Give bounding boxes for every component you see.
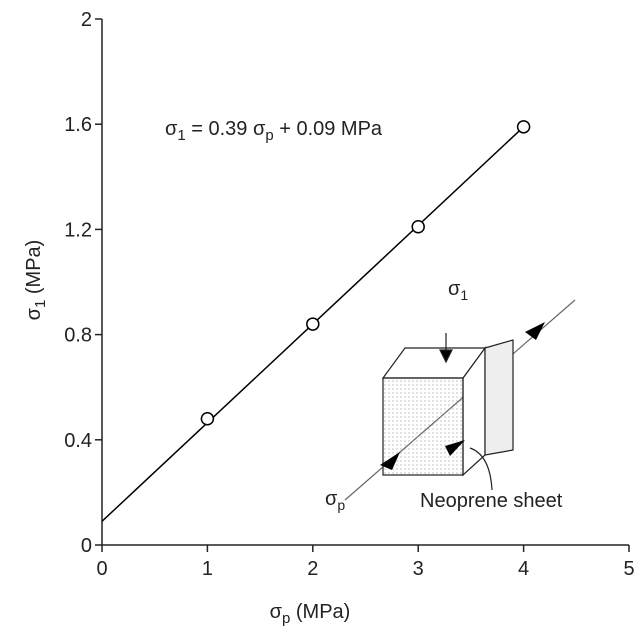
specimen-diagram: σ1 σp Neoprene sheet (325, 278, 576, 513)
material-label: Neoprene sheet (420, 490, 563, 512)
data-point (516, 120, 531, 134)
data-point (306, 317, 320, 331)
y-tick-label: 1.6 (64, 114, 92, 136)
x-tick-label: 0 (96, 558, 107, 580)
y-axis-label: σ1 (MPa) (23, 240, 49, 321)
side-load-label: σp (325, 488, 345, 513)
y-tick-label: 0 (81, 535, 92, 557)
load-label: σ1 (448, 278, 468, 303)
data-point (200, 412, 215, 426)
x-tick-label: 2 (307, 558, 318, 580)
x-tick-label: 1 (202, 558, 213, 580)
y-tick-label: 0.4 (64, 430, 92, 452)
x-tick-label: 5 (623, 558, 634, 580)
y-tick-label: 0.8 (64, 325, 92, 347)
x-tick-label: 4 (518, 558, 529, 580)
x-axis-label: σp (MPa) (270, 601, 351, 627)
equation: σ1 = 0.39 σp + 0.09 MPa (165, 118, 383, 144)
x-tick-label: 3 (413, 558, 424, 580)
y-tick-label: 2 (81, 9, 92, 31)
y-tick-label: 1.2 (64, 219, 92, 241)
data-point (411, 220, 425, 234)
